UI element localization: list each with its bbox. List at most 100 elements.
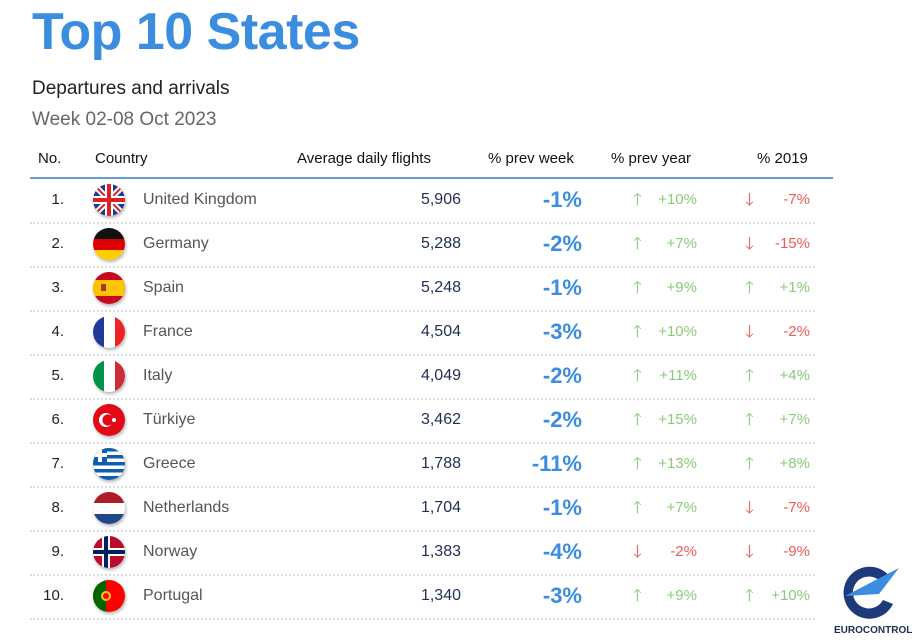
change-vs-2019: -2%	[783, 323, 810, 340]
flag-de-icon	[93, 228, 125, 260]
country-name: United Kingdom	[143, 191, 257, 208]
table-row: 1. United Kingdom 5,906 -1% 🡑 +10% 🡓 -7%	[30, 178, 815, 224]
prev-week-change: -3%	[542, 319, 582, 344]
table-row: 2. Germany 5,288 -2% 🡑 +7% 🡓 -15%	[30, 222, 815, 268]
page-title: Top 10 States	[32, 3, 360, 61]
flag-fr-icon	[93, 316, 125, 348]
arrow-up-icon: 🡑	[633, 454, 642, 473]
prev-week-change: -11%	[531, 451, 582, 476]
prev-week-change: -2%	[542, 407, 582, 432]
prev-year-change: +10%	[658, 191, 697, 208]
table-row: 8. Netherlands 1,704 -1% 🡑 +7% 🡓 -7%	[30, 486, 815, 532]
prev-year-change: +7%	[666, 235, 697, 252]
average-daily-flights: 1,340	[420, 587, 461, 604]
flag-es-icon	[93, 272, 125, 304]
average-daily-flights: 4,049	[420, 367, 461, 384]
table-row: 5. Italy 4,049 -2% 🡑 +11% 🡑 +4%	[30, 354, 815, 400]
arrow-up-icon: 🡑	[633, 410, 642, 429]
arrow-down-icon: 🡓	[745, 322, 754, 341]
header-prev-year: % prev year	[611, 150, 692, 167]
country-name: Netherlands	[143, 499, 230, 516]
flag-tr-icon	[93, 404, 125, 436]
prev-week-change: -1%	[542, 187, 582, 212]
change-vs-2019: -9%	[783, 543, 810, 560]
average-daily-flights: 5,288	[420, 235, 461, 252]
flag-pt-icon	[93, 580, 125, 612]
country-name: France	[143, 323, 193, 340]
change-vs-2019: +1%	[779, 279, 810, 296]
prev-year-change: +13%	[658, 455, 697, 472]
country-name: Greece	[143, 455, 196, 472]
prev-year-change: +15%	[658, 411, 697, 428]
header-country: Country	[95, 150, 148, 167]
rank: 2.	[51, 235, 64, 252]
table-row: 7. Greece 1,788 -11% 🡑 +13% 🡑 +8%	[30, 442, 815, 488]
country-name: Italy	[143, 367, 173, 384]
average-daily-flights: 5,248	[420, 279, 461, 296]
prev-year-change: +11%	[659, 367, 697, 384]
header-2019: % 2019	[757, 150, 808, 167]
flag-it-icon	[93, 360, 125, 392]
change-vs-2019: +10%	[771, 587, 810, 604]
country-name: Norway	[143, 543, 198, 560]
arrow-up-icon: 🡑	[633, 190, 642, 209]
arrow-up-icon: 🡑	[633, 366, 642, 385]
rank: 8.	[51, 499, 64, 516]
arrow-up-icon: 🡑	[633, 234, 642, 253]
average-daily-flights: 5,906	[420, 191, 461, 208]
prev-week-change: -1%	[542, 495, 582, 520]
header-no: No.	[38, 150, 62, 167]
prev-year-change: +10%	[658, 323, 697, 340]
rank: 7.	[51, 455, 64, 472]
country-name: Portugal	[143, 587, 203, 604]
change-vs-2019: -7%	[783, 499, 810, 516]
prev-week-change: -3%	[542, 583, 582, 608]
average-daily-flights: 1,704	[420, 499, 461, 516]
average-daily-flights: 1,383	[420, 543, 461, 560]
prev-week-change: -1%	[542, 275, 582, 300]
subtitle: Departures and arrivals	[32, 78, 230, 99]
change-vs-2019: -7%	[783, 191, 810, 208]
header-prev-week: % prev week	[488, 150, 574, 167]
table-row: 4. France 4,504 -3% 🡑 +10% 🡓 -2%	[30, 310, 815, 356]
change-vs-2019: +8%	[779, 455, 810, 472]
table-row: 6. Türkiye 3,462 -2% 🡑 +15% 🡑 +7%	[30, 398, 815, 444]
arrow-down-icon: 🡓	[745, 542, 754, 561]
prev-year-change: +9%	[666, 587, 697, 604]
change-vs-2019: -15%	[774, 235, 810, 252]
arrow-up-icon: 🡑	[745, 454, 754, 473]
arrow-up-icon: 🡑	[633, 322, 642, 341]
rank: 5.	[51, 367, 64, 384]
eurocontrol-logo-icon	[843, 566, 899, 619]
average-daily-flights: 1,788	[420, 455, 461, 472]
table-row: 9. Norway 1,383 -4% 🡓 -2% 🡓 -9%	[30, 530, 815, 576]
arrow-up-icon: 🡑	[745, 410, 754, 429]
prev-week-change: -2%	[542, 363, 582, 388]
arrow-up-icon: 🡑	[633, 498, 642, 517]
flag-nl-icon	[93, 492, 125, 524]
rank: 3.	[51, 279, 64, 296]
country-name: Türkiye	[143, 411, 196, 428]
logo-text: EUROCONTROL	[834, 625, 913, 636]
average-daily-flights: 4,504	[420, 323, 461, 340]
rank: 6.	[51, 411, 64, 428]
country-name: Spain	[143, 279, 184, 296]
arrow-down-icon: 🡓	[745, 190, 754, 209]
header-divider	[30, 177, 833, 179]
rank: 9.	[51, 543, 64, 560]
rank: 4.	[51, 323, 64, 340]
arrow-up-icon: 🡑	[745, 366, 754, 385]
country-name: Germany	[143, 235, 209, 252]
flag-gb-icon	[93, 184, 125, 216]
header-flights: Average daily flights	[297, 150, 431, 167]
flag-no-icon	[93, 536, 125, 568]
change-vs-2019: +4%	[779, 367, 810, 384]
arrow-down-icon: 🡓	[745, 498, 754, 517]
prev-year-change: +7%	[666, 499, 697, 516]
eurocontrol-logo: EUROCONTROL	[834, 560, 913, 636]
prev-year-change: -2%	[670, 543, 697, 560]
change-vs-2019: +7%	[779, 411, 810, 428]
arrow-down-icon: 🡓	[633, 542, 642, 561]
arrow-up-icon: 🡑	[745, 278, 754, 297]
prev-week-change: -4%	[542, 539, 582, 564]
